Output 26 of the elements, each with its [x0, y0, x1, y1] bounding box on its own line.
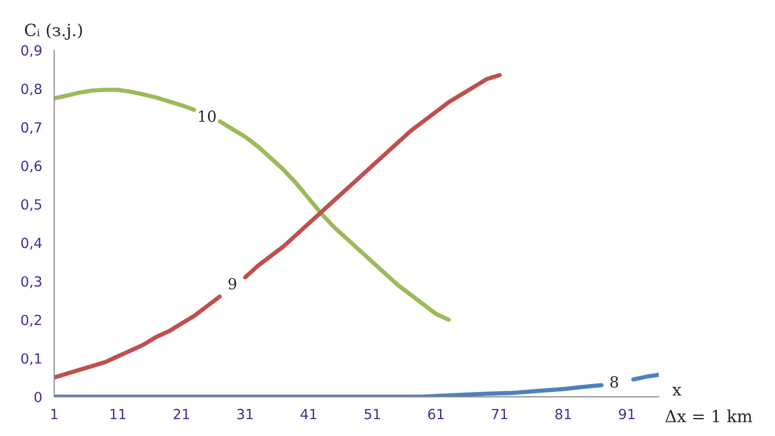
- y-tick-label: 0,1: [21, 353, 42, 366]
- y-tick-label: 0,9: [21, 45, 42, 58]
- y-tick-label: 0,7: [21, 122, 42, 134]
- annotation: 8: [610, 376, 618, 388]
- y-tick-label: 0,5: [21, 199, 42, 212]
- x-tick-label: 91: [618, 408, 634, 420]
- y-tick-label: 0,6: [21, 160, 42, 173]
- x-tick-label: 1: [51, 408, 58, 420]
- y-tick-label: 0,2: [21, 314, 42, 327]
- y-tick-label: 0,8: [21, 84, 42, 96]
- x-tick-label: 31: [237, 408, 253, 420]
- x-tick-label: 11: [110, 408, 126, 420]
- annotation: 9: [228, 278, 236, 290]
- x-tick-label: 61: [428, 408, 444, 420]
- x-tick-label: 51: [364, 408, 380, 420]
- annotation: 10: [199, 110, 216, 122]
- x-tick-label: 71: [492, 408, 508, 420]
- x-tick-label: 21: [174, 408, 190, 420]
- text: Δx = 1 km: [665, 409, 752, 422]
- x-axis-title: x: [672, 386, 682, 396]
- y-tick-label: 0: [34, 392, 42, 402]
- y-axis-title: Cᵢ (з.ј.): [24, 23, 82, 40]
- y-tick-label: 0,3: [21, 276, 42, 288]
- x-tick-label: 81: [555, 408, 571, 420]
- x-tick-label: 41: [300, 408, 316, 420]
- y-tick-label: 0,4: [21, 238, 42, 250]
